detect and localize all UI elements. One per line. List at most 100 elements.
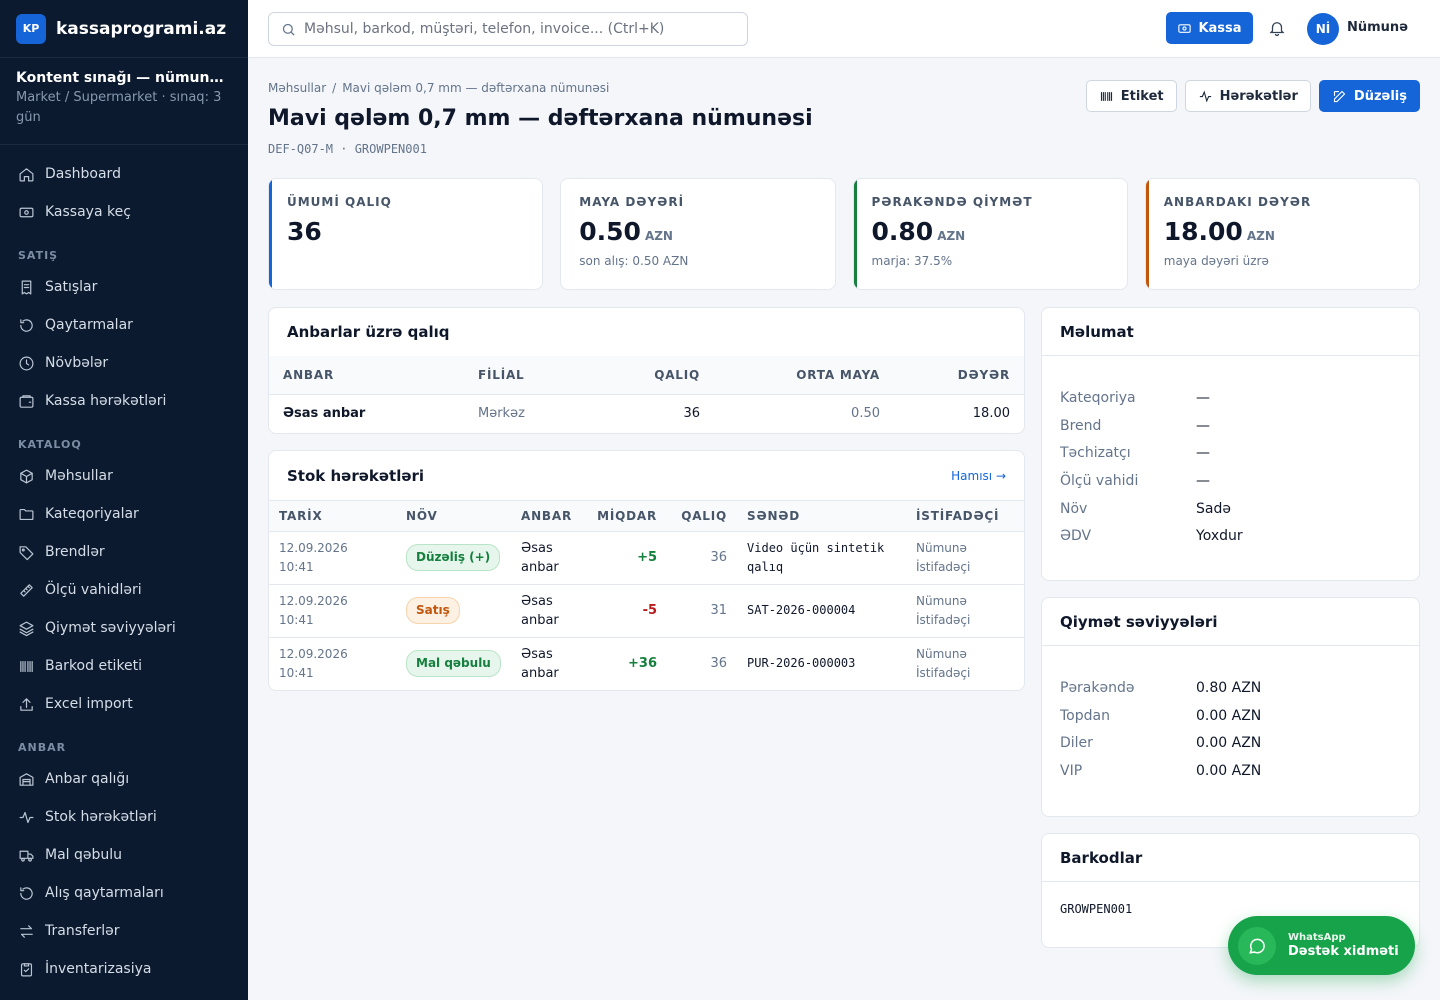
- column-header: NÖV: [396, 501, 511, 532]
- whatsapp-text: WhatsApp Dəstək xidməti: [1288, 932, 1399, 959]
- user-name[interactable]: Nümunə: [1347, 20, 1409, 35]
- price-list: Pərakəndə 0.80 AZN Topdan 0.00 AZN Diler 0.…: [1042, 646, 1419, 785]
- whatsapp-support-button[interactable]: WhatsApp Dəstək xidməti: [1228, 916, 1415, 975]
- sidebar-item-anbar-qaligi[interactable]: Anbar qalığı: [0, 760, 248, 798]
- brand[interactable]: KP kassaprogrami.az: [0, 0, 248, 58]
- upload-icon: [20, 697, 33, 711]
- stat-number: 0.80: [871, 217, 934, 246]
- cell-istifadeci: Nümunə İstifadəçi: [906, 531, 1024, 585]
- sidebar-item-label: Excel import: [45, 696, 133, 712]
- cell-anbar: Əsas anbar: [511, 584, 583, 638]
- info-key: Təchizatçı: [1060, 445, 1131, 462]
- sidebar-item-satislar[interactable]: Satışlar: [0, 268, 248, 306]
- table-row[interactable]: 12.09.2026 10:41 Düzəliş (+) Əsas anbar …: [269, 531, 1024, 585]
- sidebar-item-stok-hereketleri[interactable]: Stok hərəkətləri: [0, 798, 248, 836]
- stat-label: PƏRAKƏNDƏ QİYMƏT: [871, 195, 1033, 209]
- cell-miqdar: +5: [582, 531, 668, 585]
- price-row: Diler 0.00 AZN: [1060, 729, 1401, 757]
- layers-icon: [19, 621, 34, 636]
- activity-icon: [1199, 89, 1211, 103]
- cell-nov: Düzəliş (+): [396, 531, 511, 585]
- sidebar-item-novbeler[interactable]: Növbələr: [0, 344, 248, 382]
- brand-name: kassaprogrami.az: [56, 18, 227, 39]
- search-input[interactable]: [304, 21, 724, 37]
- price-value: 0.00 AZN: [1196, 735, 1262, 752]
- box-icon: [20, 469, 33, 483]
- cell-tarix: 12.09.2026 10:41: [279, 646, 348, 680]
- status-badge: Satış: [406, 597, 460, 624]
- info-value: Sadə: [1196, 500, 1231, 517]
- sidebar-item-label: Məhsullar: [45, 468, 113, 484]
- duzelis-button-label: Düzəliş: [1353, 88, 1407, 104]
- stat-value: 36: [287, 217, 524, 246]
- sidebar-item-brendler[interactable]: Brendlər: [0, 533, 248, 571]
- table-header-row: ANBAR FİLİAL QALIQ ORTA MAYA DƏYƏR: [269, 356, 1024, 395]
- column-header: ANBAR: [511, 501, 583, 532]
- sidebar-item-qaytarmalar[interactable]: Qaytarmalar: [0, 306, 248, 344]
- sidebar-item-qiymet-seviyyeleri[interactable]: Qiymət səviyyələri: [0, 609, 248, 647]
- breadcrumb-current: Mavi qələm 0,7 mm — dəftərxana nümunəsi: [342, 81, 610, 95]
- sidebar-item-kassaya-kec[interactable]: Kassaya keç: [0, 193, 248, 231]
- clock-icon: [19, 356, 34, 370]
- stat-note: son alış: 0.50 AZN: [579, 254, 689, 268]
- activity-icon: [19, 811, 34, 823]
- sidebar-item-label: İnventarizasiya: [45, 961, 152, 977]
- stat-card-maya-deyeri: MAYA DƏYƏRİ 0.50 AZN son alış: 0.50 AZN: [560, 178, 836, 290]
- sidebar-item-inventarizasiya[interactable]: İnventarizasiya: [0, 950, 248, 988]
- sidebar-item-transferler[interactable]: Transferlər: [0, 912, 248, 950]
- avatar[interactable]: Nİ: [1307, 13, 1339, 45]
- sidebar-nav: Dashboard Kassaya keç SATIŞ Satışlar Qay…: [0, 145, 248, 988]
- breadcrumb-separator: /: [332, 81, 337, 95]
- stat-value: 0.50 AZN: [579, 217, 816, 246]
- cell-tarix: 12.09.2026 10:41: [269, 584, 396, 638]
- info-row: ƏDV Yoxdur: [1060, 522, 1401, 550]
- cell-nov: Mal qəbulu: [396, 637, 511, 690]
- swap-icon: [20, 924, 33, 938]
- info-card: Məlumat Kateqoriya — Brend — Təchizatçı — Ö…: [1041, 307, 1420, 581]
- column-header: ANBAR: [269, 356, 464, 395]
- sidebar-item-kassa-hereketleri[interactable]: Kassa hərəkətləri: [0, 382, 248, 420]
- cell-orta-maya: 0.50: [851, 406, 880, 422]
- cell-miqdar: +36: [628, 656, 658, 672]
- sidebar-item-olcu-vahidleri[interactable]: Ölçü vahidləri: [0, 571, 248, 609]
- etiket-button[interactable]: Etiket: [1085, 80, 1177, 112]
- cell-istifadeci: Nümunə İstifadəçi: [916, 646, 971, 680]
- nav-section-anbar: ANBAR: [18, 741, 67, 754]
- cell-qaliq: 31: [667, 584, 738, 638]
- chat-icon: [1238, 926, 1276, 965]
- kassa-button[interactable]: Kassa: [1166, 12, 1253, 44]
- warehouse-stock-card: Anbarlar üzrə qalıq ANBAR FİLİAL QALIQ O…: [268, 307, 1025, 434]
- cash-icon: [19, 207, 34, 217]
- sidebar-item-excel-import[interactable]: Excel import: [0, 685, 248, 723]
- sidebar-item-mal-qebulu[interactable]: Mal qəbulu: [0, 836, 248, 874]
- duzelis-button[interactable]: Düzəliş: [1318, 80, 1420, 112]
- page-title: Mavi qələm 0,7 mm — dəftərxana nümunəsi: [268, 106, 813, 131]
- hereketler-button[interactable]: Hərəkətlər: [1184, 80, 1311, 112]
- stat-unit: AZN: [1246, 229, 1275, 243]
- nav-section-kataloq: KATALOQ: [18, 438, 82, 451]
- product-codes: DEF-Q07-M · GROWPEN001: [268, 142, 427, 156]
- table-row[interactable]: 12.09.2026 10:41 Mal qəbulu Əsas anbar +…: [269, 637, 1024, 690]
- sidebar-item-barkod-etiketi[interactable]: Barkod etiketi: [0, 647, 248, 685]
- sidebar-item-kateqoriyalar[interactable]: Kateqoriyalar: [0, 495, 248, 533]
- sidebar-item-mehsullar[interactable]: Məhsullar: [0, 457, 248, 495]
- sidebar-item-alis-qaytarmalari[interactable]: Alış qaytarmaları: [0, 874, 248, 912]
- sidebar-item-dashboard[interactable]: Dashboard: [0, 155, 248, 193]
- sidebar-item-label: Növbələr: [45, 355, 109, 371]
- table-row[interactable]: Əsas anbar Mərkəz 36 0.50 18.00: [269, 394, 1024, 433]
- cell-anbar: Əsas anbar: [511, 531, 583, 585]
- table-row[interactable]: 12.09.2026 10:41 Satış Əsas anbar -5 31 …: [269, 584, 1024, 638]
- sidebar-item-label: Alış qaytarmaları: [45, 885, 164, 901]
- view-all-link[interactable]: Hamısı →: [951, 468, 1006, 483]
- global-search[interactable]: [268, 12, 748, 46]
- info-row: Təchizatçı —: [1060, 439, 1401, 467]
- info-key: Növ: [1060, 500, 1088, 517]
- breadcrumb-root[interactable]: Məhsullar: [268, 81, 327, 95]
- card-title: Stok hərəkətləri: [287, 466, 425, 485]
- column-header: QALIQ: [614, 356, 714, 395]
- price-value: 0.00 AZN: [1196, 707, 1262, 724]
- tenant-info[interactable]: Kontent sınağı — nümun… Market / Superma…: [0, 58, 248, 145]
- cell-anbar: Əsas anbar: [521, 646, 559, 681]
- notifications-button[interactable]: [1268, 19, 1286, 37]
- sidebar-item-label: Qaytarmalar: [45, 317, 133, 333]
